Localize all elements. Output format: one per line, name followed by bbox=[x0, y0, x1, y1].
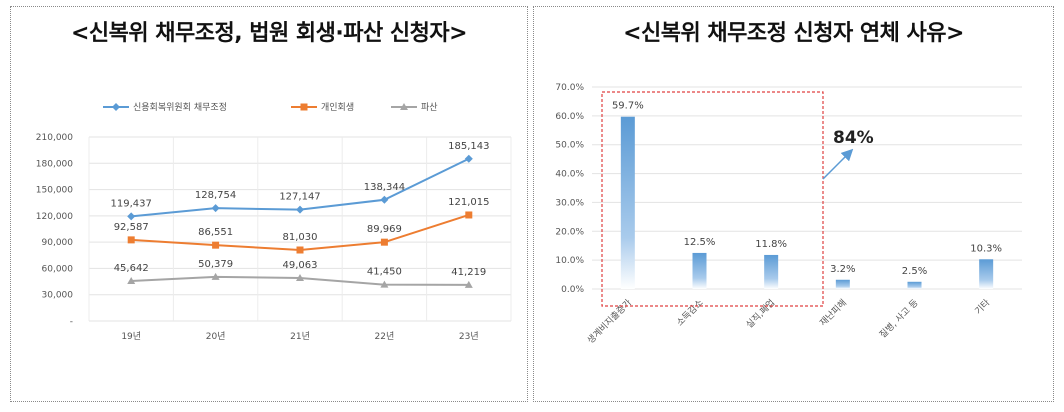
legend-marker bbox=[400, 103, 408, 110]
y-tick-label: 60,000 bbox=[42, 264, 74, 274]
x-tick-label: 20년 bbox=[206, 331, 226, 342]
data-point bbox=[296, 246, 304, 254]
legend-label: 개인회생 bbox=[321, 102, 354, 113]
data-label: 41,450 bbox=[367, 267, 402, 278]
y-tick-label: - bbox=[70, 317, 73, 327]
highlight-box bbox=[601, 91, 824, 307]
data-label: 41,219 bbox=[451, 267, 486, 278]
right-chart-title: <신복위 채무조정 신청자 연체 사유> bbox=[623, 21, 964, 46]
y-tick-label: 30,000 bbox=[42, 291, 74, 301]
data-point bbox=[380, 238, 388, 246]
data-point bbox=[465, 211, 473, 219]
right-chart-panel: <신복위 채무조정 신청자 연체 사유> 0.0% 10.0% 20.0% 30.0%… bbox=[533, 6, 1054, 402]
x-tick-label: 23년 bbox=[459, 331, 479, 342]
data-label: 185,143 bbox=[448, 141, 489, 152]
x-tick-label: 실직,폐업 bbox=[743, 297, 777, 331]
data-label: 50,379 bbox=[198, 259, 233, 270]
data-label: 121,015 bbox=[448, 197, 489, 208]
legend-label: 파산 bbox=[421, 102, 438, 113]
y-tick-label: 30.0% bbox=[555, 198, 584, 208]
data-label: 59.7% bbox=[612, 101, 644, 112]
left-chart-title: <신복위 채무조정, 법원 회생·파산 신청자> bbox=[70, 21, 468, 46]
bar bbox=[907, 281, 922, 289]
bar bbox=[764, 254, 779, 289]
data-point bbox=[464, 154, 473, 163]
data-label: 49,063 bbox=[283, 260, 318, 271]
data-point bbox=[296, 205, 304, 214]
x-tick-label: 21년 bbox=[290, 331, 310, 342]
legend-marker bbox=[112, 103, 120, 111]
x-tick-label: 19년 bbox=[121, 331, 141, 342]
data-label: 81,030 bbox=[283, 232, 318, 243]
data-label: 119,437 bbox=[111, 198, 152, 209]
data-point bbox=[127, 212, 136, 221]
y-tick-label: 50.0% bbox=[555, 141, 584, 151]
y-tick-label: 90,000 bbox=[42, 238, 74, 248]
x-tick-label: 생계비지출증가 bbox=[584, 297, 633, 346]
data-label: 3.2% bbox=[830, 264, 855, 275]
data-label: 92,587 bbox=[114, 222, 149, 233]
bar-chart: 0.0% 10.0% 20.0% 30.0% 40.0% 50.0% 60.0% 70.0% 5… bbox=[555, 83, 1022, 346]
data-point bbox=[380, 195, 389, 204]
y-tick-label: 150,000 bbox=[36, 186, 73, 196]
data-point bbox=[127, 277, 136, 285]
data-label: 128,754 bbox=[195, 190, 236, 201]
y-tick-label: 120,000 bbox=[36, 212, 73, 222]
data-label: 138,344 bbox=[364, 182, 405, 193]
bar bbox=[692, 252, 707, 289]
y-tick-label: 10.0% bbox=[555, 256, 584, 266]
left-chart-panel: <신복위 채무조정, 법원 회생·파산 신청자> - 30,000 60,000 90… bbox=[10, 6, 528, 402]
data-point bbox=[212, 241, 220, 249]
data-label: 11.8% bbox=[755, 239, 787, 250]
legend-label: 신용회복위원회 채무조정 bbox=[133, 102, 227, 113]
data-label: 86,551 bbox=[198, 227, 233, 238]
bar bbox=[620, 116, 635, 289]
data-point bbox=[380, 280, 389, 288]
data-label: 12.5% bbox=[684, 237, 716, 248]
y-tick-label: 180,000 bbox=[36, 159, 73, 169]
data-label: 10.3% bbox=[970, 243, 1002, 254]
bar bbox=[979, 259, 994, 289]
y-tick-label: 60.0% bbox=[555, 112, 584, 122]
data-label: 2.5% bbox=[902, 266, 927, 277]
x-tick-label: 기타 bbox=[973, 297, 993, 317]
y-tick-label: 70.0% bbox=[555, 83, 584, 93]
y-tick-label: 20.0% bbox=[555, 227, 584, 237]
y-tick-label: 0.0% bbox=[561, 285, 584, 295]
line-chart: - 30,000 60,000 90,000 120,000 150,000 180,000… bbox=[36, 102, 512, 342]
callout-label: 84% bbox=[833, 128, 874, 148]
data-label: 89,969 bbox=[367, 224, 402, 235]
data-label: 127,147 bbox=[279, 192, 320, 203]
y-tick-label: 40.0% bbox=[555, 170, 584, 180]
x-tick-label: 소득감소 bbox=[674, 297, 706, 329]
x-tick-label: 질병, 사고 등 bbox=[877, 297, 921, 341]
data-point bbox=[127, 236, 135, 244]
data-label: 45,642 bbox=[114, 263, 149, 274]
data-point bbox=[211, 272, 220, 280]
bar bbox=[835, 279, 850, 289]
data-point bbox=[464, 280, 473, 288]
data-point bbox=[211, 204, 220, 213]
x-tick-label: 22년 bbox=[375, 331, 395, 342]
data-point bbox=[296, 274, 304, 282]
legend-marker bbox=[300, 103, 308, 111]
callout-arrow bbox=[822, 148, 854, 180]
y-tick-label: 210,000 bbox=[36, 133, 73, 143]
